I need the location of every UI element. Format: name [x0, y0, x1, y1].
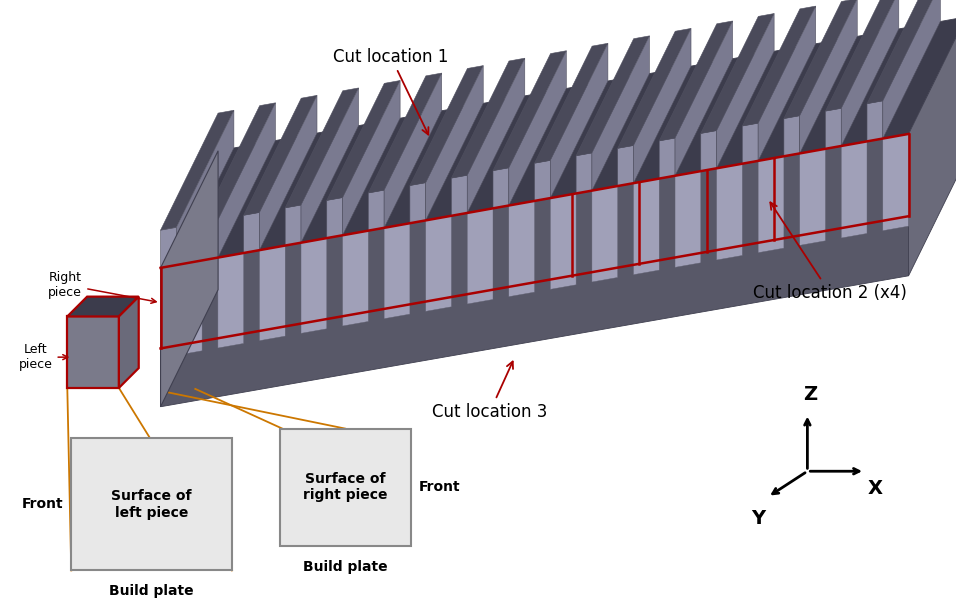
- Polygon shape: [800, 149, 826, 245]
- Polygon shape: [425, 216, 451, 311]
- Polygon shape: [908, 17, 960, 276]
- Polygon shape: [160, 17, 960, 268]
- Polygon shape: [119, 297, 139, 388]
- Polygon shape: [203, 103, 276, 223]
- Polygon shape: [716, 163, 742, 260]
- Polygon shape: [867, 101, 883, 141]
- Polygon shape: [742, 6, 816, 126]
- Polygon shape: [410, 66, 483, 186]
- Polygon shape: [218, 253, 244, 348]
- Polygon shape: [784, 0, 857, 118]
- Polygon shape: [369, 190, 384, 231]
- Text: Build plate: Build plate: [302, 560, 388, 573]
- Polygon shape: [326, 198, 343, 238]
- Polygon shape: [244, 96, 317, 215]
- Polygon shape: [285, 88, 358, 208]
- Polygon shape: [468, 209, 493, 304]
- Polygon shape: [675, 171, 701, 267]
- Polygon shape: [716, 14, 774, 168]
- Polygon shape: [384, 223, 410, 319]
- Polygon shape: [660, 21, 732, 141]
- Polygon shape: [701, 14, 774, 133]
- Polygon shape: [701, 130, 716, 171]
- Polygon shape: [451, 58, 525, 178]
- Polygon shape: [343, 81, 400, 235]
- Text: Surface of
left piece: Surface of left piece: [111, 489, 192, 520]
- Polygon shape: [67, 317, 119, 388]
- Polygon shape: [841, 0, 899, 146]
- Polygon shape: [71, 439, 232, 570]
- Polygon shape: [279, 429, 411, 546]
- Polygon shape: [841, 141, 867, 238]
- Polygon shape: [758, 6, 816, 161]
- Polygon shape: [218, 103, 276, 258]
- Text: Y: Y: [751, 509, 765, 528]
- Polygon shape: [784, 116, 800, 156]
- Polygon shape: [493, 50, 566, 171]
- Polygon shape: [576, 153, 592, 194]
- Polygon shape: [550, 43, 608, 198]
- Text: Front: Front: [22, 498, 63, 511]
- Text: Surface of
right piece: Surface of right piece: [302, 472, 387, 502]
- Polygon shape: [468, 58, 525, 213]
- Polygon shape: [301, 88, 358, 243]
- Polygon shape: [535, 43, 608, 163]
- Text: Cut location 2 (x4): Cut location 2 (x4): [753, 203, 906, 302]
- Polygon shape: [617, 145, 634, 186]
- Polygon shape: [451, 175, 468, 216]
- Polygon shape: [867, 0, 941, 103]
- Polygon shape: [550, 194, 576, 289]
- Polygon shape: [493, 168, 509, 209]
- Polygon shape: [67, 297, 139, 317]
- Text: Front: Front: [419, 480, 460, 494]
- Polygon shape: [177, 110, 234, 265]
- Polygon shape: [244, 213, 259, 253]
- Polygon shape: [509, 50, 566, 206]
- Polygon shape: [160, 134, 908, 407]
- Polygon shape: [634, 178, 660, 275]
- Polygon shape: [384, 73, 442, 228]
- Text: Z: Z: [804, 385, 817, 404]
- Polygon shape: [326, 81, 400, 200]
- Polygon shape: [343, 231, 369, 326]
- Polygon shape: [883, 0, 941, 139]
- Text: X: X: [867, 479, 882, 498]
- Polygon shape: [369, 73, 442, 193]
- Polygon shape: [800, 0, 857, 153]
- Polygon shape: [883, 134, 908, 231]
- Polygon shape: [742, 123, 758, 163]
- Polygon shape: [410, 183, 425, 223]
- Polygon shape: [177, 260, 203, 355]
- Polygon shape: [592, 36, 650, 191]
- Polygon shape: [425, 66, 483, 221]
- Polygon shape: [259, 246, 285, 341]
- Polygon shape: [675, 21, 732, 175]
- Polygon shape: [160, 227, 177, 268]
- Polygon shape: [592, 186, 617, 282]
- Text: Cut location 3: Cut location 3: [432, 362, 547, 421]
- Polygon shape: [509, 201, 535, 297]
- Polygon shape: [826, 0, 899, 111]
- Polygon shape: [617, 28, 691, 148]
- Polygon shape: [259, 96, 317, 250]
- Text: Cut location 1: Cut location 1: [333, 47, 448, 135]
- Polygon shape: [660, 138, 675, 178]
- Polygon shape: [576, 36, 650, 156]
- Polygon shape: [634, 28, 691, 183]
- Polygon shape: [758, 156, 784, 252]
- Text: Right
piece: Right piece: [48, 270, 156, 304]
- Text: Build plate: Build plate: [109, 584, 194, 599]
- Polygon shape: [203, 220, 218, 260]
- Polygon shape: [826, 108, 841, 149]
- Polygon shape: [301, 238, 326, 334]
- Polygon shape: [160, 110, 234, 230]
- Polygon shape: [160, 151, 218, 407]
- Polygon shape: [535, 160, 550, 201]
- Polygon shape: [160, 151, 218, 407]
- Polygon shape: [285, 205, 301, 246]
- Text: Left
piece: Left piece: [18, 343, 68, 371]
